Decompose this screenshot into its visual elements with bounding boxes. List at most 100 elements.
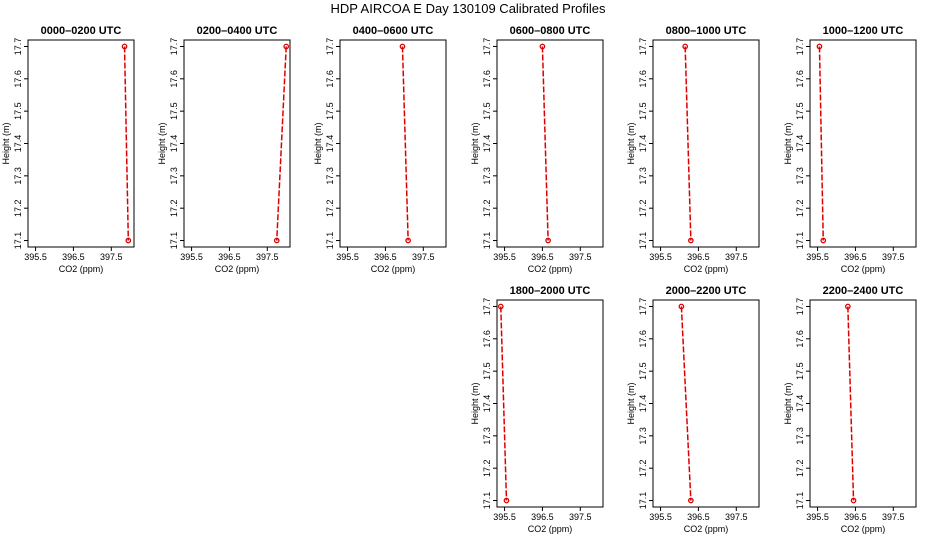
y-tick-label: 17.6 <box>795 330 805 348</box>
panel-title: 0800–1000 UTC <box>666 25 747 37</box>
y-tick-label: 17.2 <box>169 199 179 217</box>
y-axis-label: Height (m) <box>313 122 323 164</box>
y-tick-label: 17.5 <box>795 362 805 380</box>
plot-frame <box>809 299 917 508</box>
y-tick-label: 17.7 <box>482 298 492 316</box>
y-tick-label: 17.2 <box>638 459 648 477</box>
y-tick-label: 17.1 <box>795 232 805 250</box>
y-tick-label: 17.3 <box>638 167 648 185</box>
y-tick-label: 17.2 <box>482 459 492 477</box>
y-tick-label: 17.7 <box>482 38 492 56</box>
plot-frame <box>339 39 447 248</box>
profile-point <box>503 497 510 504</box>
panel-title: 0200–0400 UTC <box>197 25 278 37</box>
x-tick-label: 397.5 <box>569 512 592 522</box>
y-tick-label: 17.3 <box>638 427 648 445</box>
profile-panel: 1000–1200 UTC 395.5 396.5 397.5 CO2 (ppm) 17.… <box>783 25 917 274</box>
y-tick-label: 17.6 <box>169 70 179 88</box>
x-tick-label: 396.5 <box>687 252 710 262</box>
y-tick-label: 17.3 <box>482 427 492 445</box>
y-tick-label: 17.2 <box>638 199 648 217</box>
x-tick-label: 395.5 <box>493 252 516 262</box>
x-axis-label: CO2 (ppm) <box>841 264 886 274</box>
x-tick-label: 397.5 <box>725 512 748 522</box>
profile-panel: 1800–2000 UTC 395.5 396.5 397.5 CO2 (ppm) 17.… <box>470 285 604 534</box>
y-tick-label: 17.5 <box>795 102 805 120</box>
x-tick-label: 396.5 <box>844 252 867 262</box>
y-tick-label: 17.6 <box>13 70 23 88</box>
profile-point <box>125 237 132 244</box>
profile-point <box>545 237 551 244</box>
y-tick-label: 17.7 <box>13 38 23 56</box>
profile-panel: 0600–0800 UTC 395.5 396.5 397.5 CO2 (ppm) 17.… <box>470 25 604 274</box>
x-tick-label: 395.5 <box>336 252 359 262</box>
figure-title: HDP AIRCOA E Day 130109 Calibrated Profi… <box>330 1 606 16</box>
y-tick-label: 17.5 <box>482 362 492 380</box>
profile-point <box>688 237 694 244</box>
y-tick-label: 17.3 <box>169 167 179 185</box>
y-tick-label: 17.3 <box>482 167 492 185</box>
profile-point <box>820 237 827 244</box>
y-axis-label: Height (m) <box>626 382 636 424</box>
x-tick-label: 396.5 <box>531 512 554 522</box>
y-tick-label: 17.1 <box>795 492 805 510</box>
profile-point <box>816 43 823 50</box>
profile-line <box>684 46 692 241</box>
y-tick-label: 17.6 <box>482 70 492 88</box>
x-axis-label: CO2 (ppm) <box>684 524 729 534</box>
profile-panel: 0000–0200 UTC 395.5 396.5 397.5 CO2 (ppm) 17.… <box>1 25 135 274</box>
y-tick-label: 17.7 <box>638 38 648 56</box>
y-axis-label: Height (m) <box>1 122 11 164</box>
x-tick-label: 396.5 <box>531 252 554 262</box>
y-tick-label: 17.3 <box>795 167 805 185</box>
y-tick-label: 17.5 <box>13 102 23 120</box>
x-tick-label: 395.5 <box>649 512 672 522</box>
profile-point <box>845 303 851 310</box>
x-axis-label: CO2 (ppm) <box>59 264 104 274</box>
panel-title: 0600–0800 UTC <box>510 25 591 37</box>
y-tick-label: 17.6 <box>638 70 648 88</box>
y-tick-label: 17.4 <box>13 135 23 153</box>
profile-panel: 0400–0600 UTC 395.5 396.5 397.5 CO2 (ppm) 17.… <box>313 25 447 274</box>
y-tick-label: 17.4 <box>169 135 179 153</box>
y-tick-label: 17.5 <box>325 102 335 120</box>
panel-title: 2200–2400 UTC <box>823 285 904 297</box>
y-tick-label: 17.4 <box>638 135 648 153</box>
profile-point <box>688 497 694 504</box>
y-tick-label: 17.2 <box>795 459 805 477</box>
profile-point <box>283 43 290 50</box>
x-tick-label: 397.5 <box>412 252 435 262</box>
x-tick-label: 397.5 <box>256 252 279 262</box>
y-axis-label: Height (m) <box>470 382 480 424</box>
y-tick-label: 17.7 <box>795 38 805 56</box>
y-tick-label: 17.6 <box>795 70 805 88</box>
x-axis-label: CO2 (ppm) <box>215 264 260 274</box>
x-tick-label: 397.5 <box>569 252 592 262</box>
y-tick-label: 17.4 <box>325 135 335 153</box>
panel-title: 1000–1200 UTC <box>823 25 904 37</box>
y-tick-label: 17.1 <box>638 232 648 250</box>
x-tick-label: 396.5 <box>687 512 710 522</box>
y-tick-label: 17.2 <box>482 199 492 217</box>
panel-title: 0000–0200 UTC <box>41 25 122 37</box>
x-tick-label: 397.5 <box>725 252 748 262</box>
profile-point <box>399 43 406 50</box>
profile-point <box>121 43 128 50</box>
profile-point <box>273 237 280 244</box>
x-axis-label: CO2 (ppm) <box>841 524 886 534</box>
x-axis-label: CO2 (ppm) <box>528 524 573 534</box>
y-tick-label: 17.2 <box>325 199 335 217</box>
profile-panel: 2200–2400 UTC 395.5 396.5 397.5 CO2 (ppm) 17.… <box>783 285 917 534</box>
y-tick-label: 17.4 <box>482 395 492 413</box>
y-tick-label: 17.3 <box>795 427 805 445</box>
y-tick-label: 17.5 <box>169 102 179 120</box>
x-tick-label: 396.5 <box>218 252 241 262</box>
x-tick-label: 396.5 <box>374 252 397 262</box>
plot-frame <box>809 39 917 248</box>
profile-line <box>276 46 287 241</box>
y-tick-label: 17.4 <box>795 395 805 413</box>
y-tick-label: 17.2 <box>795 199 805 217</box>
y-tick-label: 17.1 <box>482 232 492 250</box>
y-axis-label: Height (m) <box>783 382 793 424</box>
